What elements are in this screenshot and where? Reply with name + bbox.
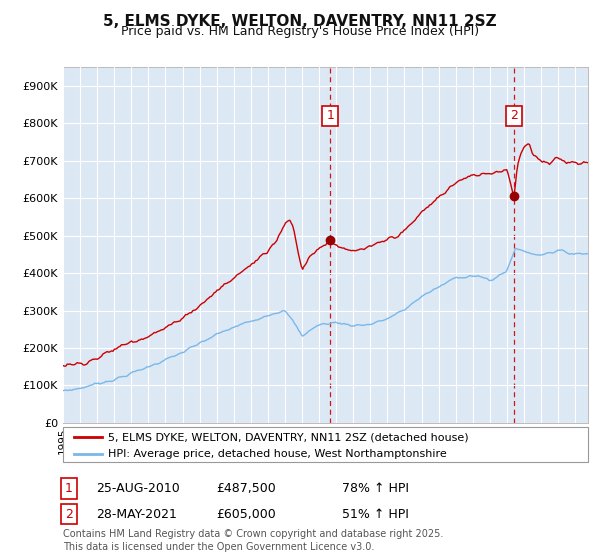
Text: 28-MAY-2021: 28-MAY-2021 (96, 507, 177, 521)
Text: 2: 2 (510, 109, 518, 123)
Text: Contains HM Land Registry data © Crown copyright and database right 2025.: Contains HM Land Registry data © Crown c… (63, 529, 443, 539)
Text: 1: 1 (326, 109, 334, 123)
FancyBboxPatch shape (63, 427, 588, 462)
Text: 5, ELMS DYKE, WELTON, DAVENTRY, NN11 2SZ: 5, ELMS DYKE, WELTON, DAVENTRY, NN11 2SZ (103, 14, 497, 29)
Text: £605,000: £605,000 (216, 507, 276, 521)
Text: 1: 1 (65, 482, 73, 495)
Text: Price paid vs. HM Land Registry's House Price Index (HPI): Price paid vs. HM Land Registry's House … (121, 25, 479, 38)
Text: 51% ↑ HPI: 51% ↑ HPI (342, 507, 409, 521)
Text: 78% ↑ HPI: 78% ↑ HPI (342, 482, 409, 495)
Text: 25-AUG-2010: 25-AUG-2010 (96, 482, 180, 495)
Text: £487,500: £487,500 (216, 482, 276, 495)
Text: 5, ELMS DYKE, WELTON, DAVENTRY, NN11 2SZ (detached house): 5, ELMS DYKE, WELTON, DAVENTRY, NN11 2SZ… (107, 432, 468, 442)
Text: HPI: Average price, detached house, West Northamptonshire: HPI: Average price, detached house, West… (107, 449, 446, 459)
Text: This data is licensed under the Open Government Licence v3.0.: This data is licensed under the Open Gov… (63, 542, 374, 552)
Text: 2: 2 (65, 507, 73, 521)
